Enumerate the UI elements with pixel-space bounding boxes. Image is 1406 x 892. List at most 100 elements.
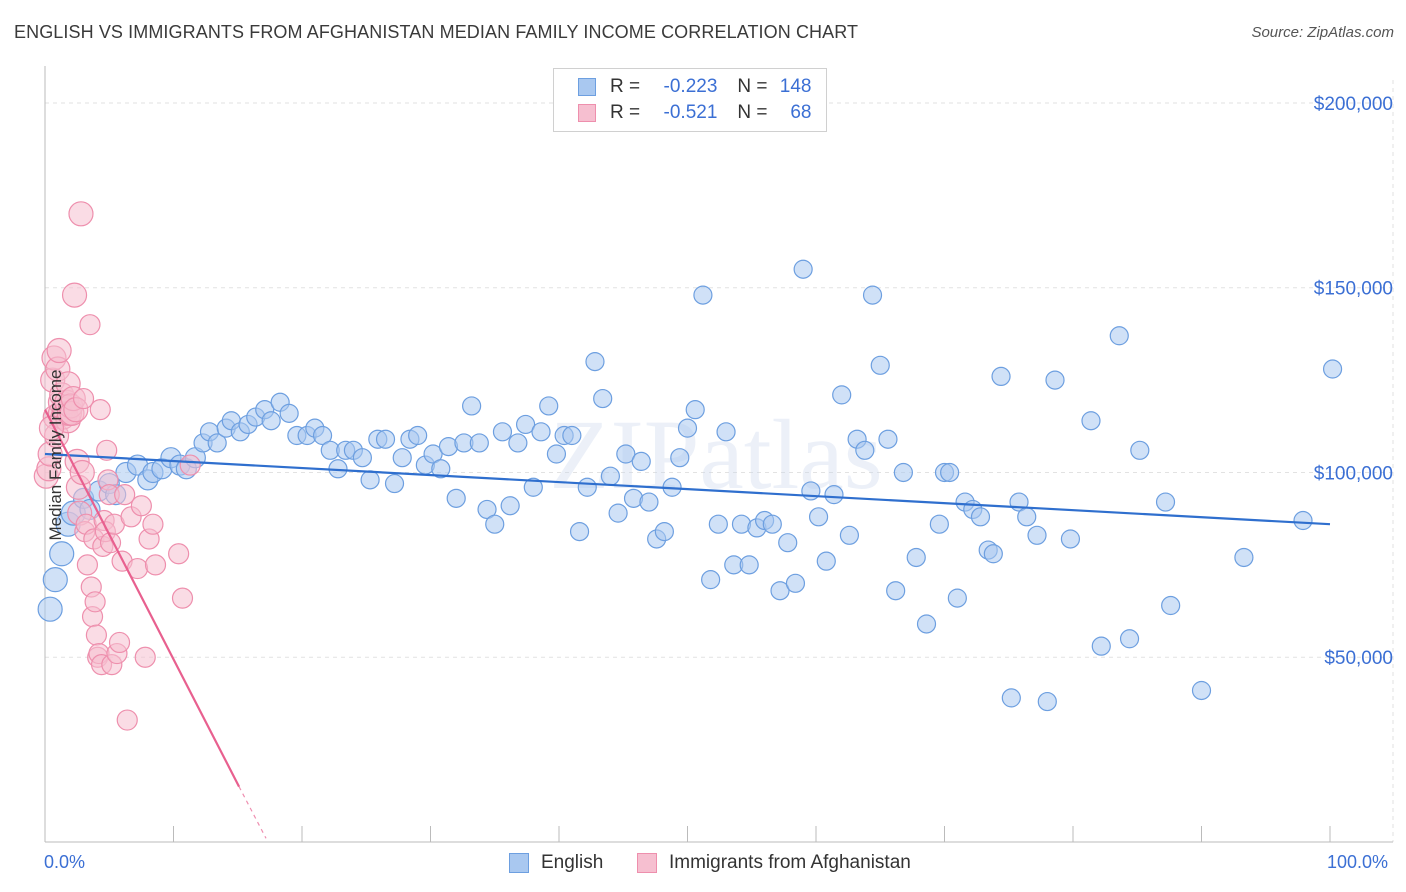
y-tick-labels: $50,000 $100,000 $150,000 $200,000	[1314, 94, 1393, 669]
english-point	[701, 570, 721, 590]
english-point	[739, 555, 759, 575]
english-points	[37, 259, 1343, 712]
english-point	[616, 444, 636, 464]
afghan-point	[79, 314, 101, 336]
afghan-point	[130, 495, 152, 517]
english-point	[855, 440, 875, 460]
afghan-point	[69, 459, 95, 486]
english-point	[392, 448, 412, 468]
english-point	[832, 385, 852, 405]
bottom-legend-english[interactable]: English	[509, 852, 603, 874]
english-legend-label: English	[541, 852, 604, 873]
english-point	[778, 533, 798, 553]
english-point	[1060, 529, 1081, 549]
english-point	[585, 352, 605, 372]
english-point	[970, 507, 991, 527]
english-point	[207, 433, 227, 453]
y-tick-label: $100,000	[1314, 463, 1393, 484]
english-point	[893, 462, 913, 483]
n-value: 68	[790, 102, 812, 123]
afghan-swatch	[578, 104, 596, 122]
english-point	[384, 473, 405, 494]
english-point	[279, 403, 299, 423]
english-trend-line	[44, 452, 1331, 526]
english-point	[1027, 525, 1047, 545]
english-point	[685, 400, 705, 420]
english-point	[762, 514, 782, 534]
r-value: -0.223	[663, 76, 718, 97]
afghan-point	[108, 631, 131, 654]
english-point	[654, 521, 674, 542]
english-point	[1045, 370, 1065, 390]
english-swatch	[578, 78, 596, 96]
english-point	[431, 459, 451, 479]
stats-legend: R = -0.223 N = 148 R = -0.521 N = 68	[553, 68, 827, 132]
english-point	[639, 492, 659, 512]
english-point	[1017, 507, 1037, 527]
afghan-point	[96, 439, 118, 461]
english-point	[916, 614, 937, 634]
english-point	[677, 418, 698, 438]
afghan-point	[72, 387, 95, 410]
english-point	[693, 285, 713, 305]
afghan-point	[116, 709, 138, 731]
afghan-swatch	[637, 853, 657, 873]
afghan-point	[68, 201, 94, 227]
source-note: Source: ZipAtlas.com	[1251, 24, 1394, 41]
english-point	[462, 396, 482, 416]
afghan-point	[85, 624, 108, 646]
english-point	[408, 425, 428, 446]
english-swatch	[509, 853, 529, 873]
n-label: N =	[737, 102, 768, 123]
english-point	[1322, 359, 1343, 379]
afghan-trend-line	[44, 409, 241, 788]
y-tick-label: $150,000	[1314, 279, 1393, 300]
english-point	[824, 485, 844, 505]
english-point	[1081, 411, 1101, 431]
afghan-trend-extension	[238, 786, 267, 839]
english-point	[770, 581, 790, 601]
english-point	[1091, 636, 1111, 656]
n-label: N =	[737, 76, 768, 97]
afghan-legend-label: Immigrants from Afghanistan	[669, 852, 911, 873]
english-point	[878, 429, 898, 449]
bottom-legend-afghan[interactable]: Immigrants from Afghanistan	[637, 852, 911, 874]
afghan-point	[61, 282, 88, 308]
english-point	[839, 525, 860, 545]
r-label: R =	[610, 76, 641, 97]
english-point	[1293, 510, 1313, 531]
english-point	[808, 507, 829, 527]
afghan-point	[84, 591, 106, 613]
afghan-point	[114, 484, 136, 506]
x-min-label: 0.0%	[44, 852, 86, 872]
trend-lines	[44, 409, 1331, 839]
english-point	[1191, 680, 1212, 701]
english-point	[1155, 492, 1176, 512]
english-point	[1001, 688, 1021, 708]
english-point	[1234, 547, 1254, 568]
afghan-point	[142, 513, 164, 535]
english-point	[1161, 595, 1181, 616]
english-point	[569, 521, 590, 542]
english-point	[360, 470, 380, 490]
english-point	[870, 355, 890, 375]
chart-title: ENGLISH VS IMMIGRANTS FROM AFGHANISTAN M…	[14, 22, 859, 42]
afghan-point	[171, 587, 194, 609]
english-point	[940, 462, 960, 483]
afghan-points	[33, 201, 201, 731]
english-point	[42, 567, 68, 593]
english-point	[477, 499, 497, 520]
y-tick-label: $200,000	[1314, 94, 1393, 115]
english-point	[375, 429, 396, 449]
english-point	[608, 503, 628, 523]
english-point	[485, 514, 505, 534]
english-point	[446, 488, 466, 508]
english-point	[469, 433, 489, 453]
english-point	[631, 451, 651, 471]
english-point	[1119, 629, 1140, 649]
y-axis-label: Median Family Income	[46, 369, 65, 541]
english-point	[886, 581, 906, 601]
r-value: -0.521	[663, 102, 718, 123]
english-point	[352, 448, 372, 468]
